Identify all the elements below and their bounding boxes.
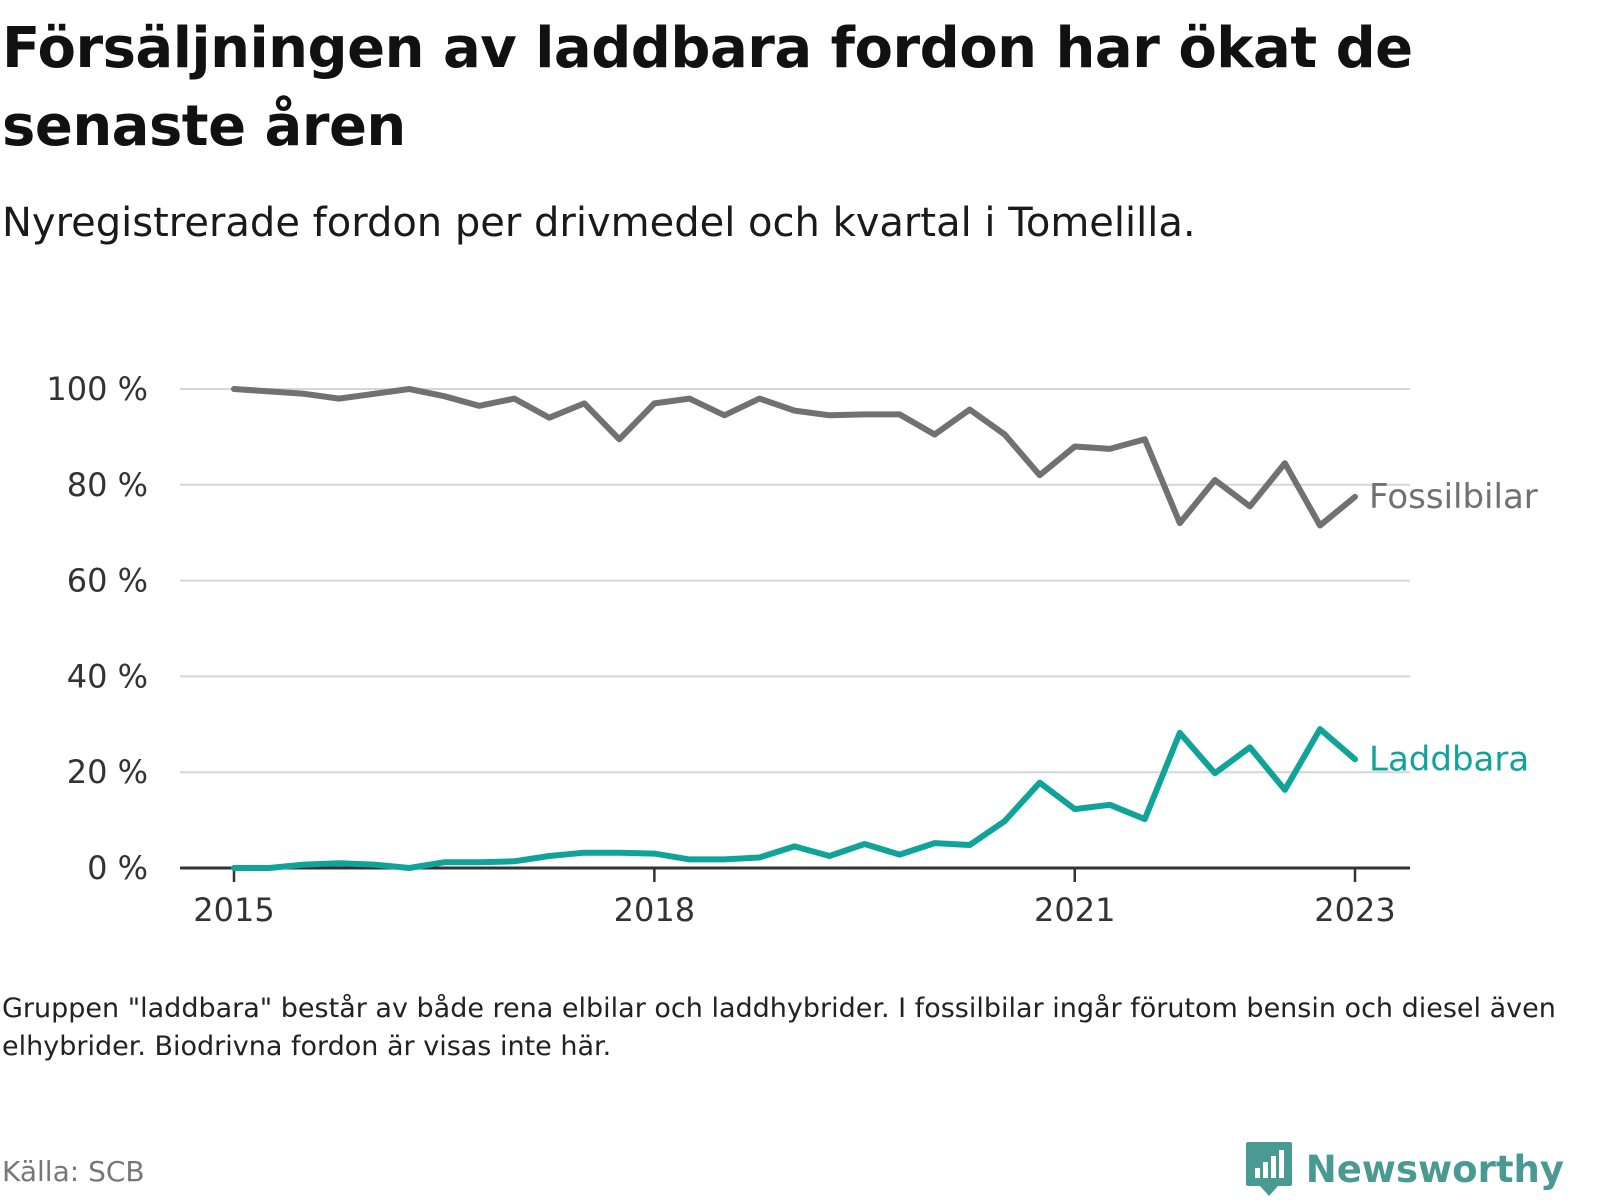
y-axis-tick-labels: 0 % 20 % 40 % 60 % 80 % 100 % (46, 370, 148, 887)
y-tick-label: 60 % (67, 562, 148, 600)
chart-note: Gruppen "laddbara" består av både rena e… (2, 993, 1556, 1062)
source-credit: Källa: SCB (2, 1155, 145, 1188)
x-tick-label: 2023 (1314, 891, 1395, 929)
x-tick-label: 2018 (614, 891, 695, 929)
series-line-laddbara (231, 726, 1358, 871)
gridlines (180, 388, 1410, 774)
y-tick-label: 40 % (67, 657, 148, 695)
y-tick-label: 0 % (87, 849, 148, 887)
chart-subtitle: Nyregistrerade fordon per drivmedel och … (2, 200, 1196, 246)
series-line-fossilbilar (231, 386, 1358, 529)
chart-title: Försäljningen av laddbara fordon har öka… (2, 16, 1413, 159)
x-tick-label: 2021 (1034, 891, 1115, 929)
y-tick-label: 100 % (46, 370, 148, 408)
y-tick-label: 80 % (67, 466, 148, 504)
series-label-fossilbilar: Fossilbilar (1369, 477, 1538, 517)
brand-name: Newsworthy (1305, 1147, 1564, 1191)
series-lines (231, 386, 1358, 871)
x-tick-label: 2015 (193, 891, 274, 929)
x-axis: 2015 2018 2021 2023 (193, 868, 1396, 929)
brand: Newsworthy (1244, 1140, 1564, 1198)
line-chart: 0 % 20 % 40 % 60 % 80 % 100 % 2015 2018 2021 202… (46, 370, 1538, 929)
newsworthy-logo-icon (1245, 1142, 1292, 1196)
y-tick-label: 20 % (67, 753, 148, 791)
series-label-laddbara: Laddbara (1369, 739, 1529, 779)
series-labels: Fossilbilar Laddbara (1369, 477, 1538, 779)
